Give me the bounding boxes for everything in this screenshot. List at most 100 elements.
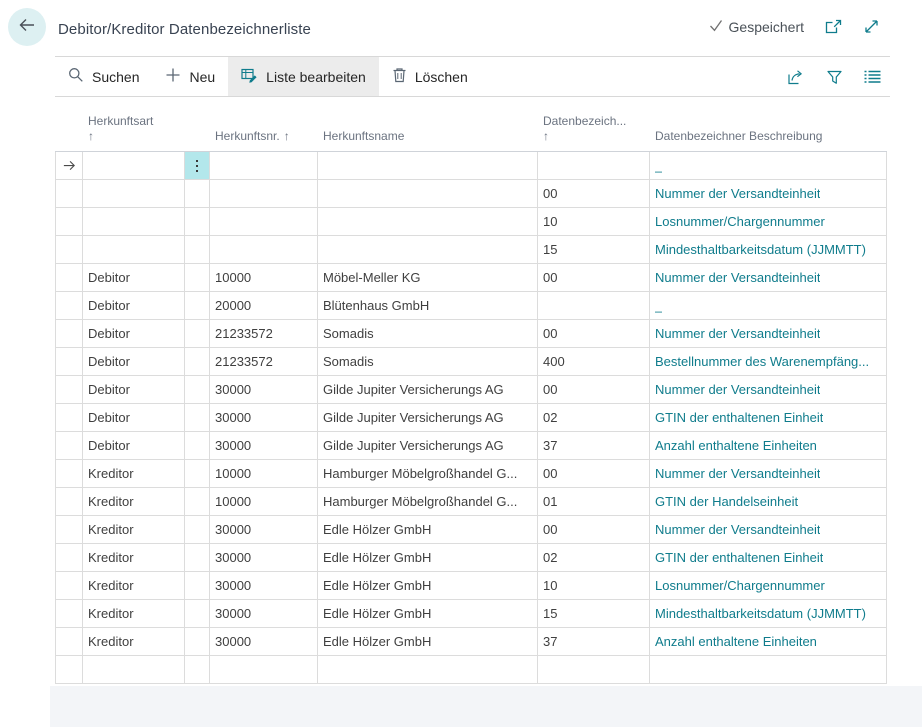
cell-herkunftsname[interactable]: Edle Hölzer GmbH xyxy=(318,628,538,656)
list-options-icon[interactable] xyxy=(864,70,881,84)
row-selector-cell[interactable] xyxy=(55,348,83,376)
cell-herkunftsnr[interactable]: 30000 xyxy=(210,572,318,600)
beschreibung-link[interactable]: Nummer der Versandteinheit xyxy=(655,270,821,285)
cell-herkunftsname[interactable]: Möbel-Meller KG xyxy=(318,264,538,292)
cell-datenbezeichner[interactable]: 10 xyxy=(538,208,650,236)
share-icon[interactable] xyxy=(787,69,805,85)
cell-herkunftsart[interactable]: Kreditor xyxy=(83,488,185,516)
cell-beschreibung[interactable]: Bestellnummer des Warenempfäng... xyxy=(650,348,887,376)
row-selector-cell[interactable] xyxy=(55,152,83,180)
row-selector-cell[interactable] xyxy=(55,208,83,236)
cell-beschreibung[interactable]: Nummer der Versandteinheit xyxy=(650,376,887,404)
cell-datenbezeichner[interactable]: 00 xyxy=(538,320,650,348)
cell-datenbezeichner[interactable]: 00 xyxy=(538,180,650,208)
cell-beschreibung[interactable] xyxy=(650,656,887,684)
cell-herkunftsname[interactable]: Edle Hölzer GmbH xyxy=(318,516,538,544)
row-selector-cell[interactable] xyxy=(55,180,83,208)
cell-datenbezeichner[interactable]: 15 xyxy=(538,236,650,264)
cell-herkunftsart[interactable]: Debitor xyxy=(83,376,185,404)
cell-options[interactable] xyxy=(185,264,210,292)
cell-options[interactable] xyxy=(185,460,210,488)
row-selector-cell[interactable] xyxy=(55,432,83,460)
cell-herkunftsart[interactable]: Kreditor xyxy=(83,544,185,572)
cell-beschreibung[interactable]: _ xyxy=(650,152,887,180)
cell-herkunftsname[interactable] xyxy=(318,152,538,180)
cell-herkunftsname[interactable]: Hamburger Möbelgroßhandel G... xyxy=(318,460,538,488)
cell-datenbezeichner[interactable]: 00 xyxy=(538,516,650,544)
cell-options[interactable] xyxy=(185,572,210,600)
cell-beschreibung[interactable]: Nummer der Versandteinheit xyxy=(650,180,887,208)
column-header-datenbezeichner[interactable]: Datenbezeich... ↑ xyxy=(538,114,650,151)
cell-datenbezeichner[interactable]: 37 xyxy=(538,432,650,460)
cell-options[interactable] xyxy=(185,544,210,572)
cell-beschreibung[interactable]: Mindesthaltbarkeitsdatum (JJMMTT) xyxy=(650,600,887,628)
cell-herkunftsart[interactable] xyxy=(83,656,185,684)
cell-herkunftsnr[interactable]: 10000 xyxy=(210,488,318,516)
cell-herkunftsart[interactable]: Debitor xyxy=(83,292,185,320)
back-button[interactable] xyxy=(8,8,46,46)
cell-herkunftsnr[interactable]: 30000 xyxy=(210,516,318,544)
row-selector-cell[interactable] xyxy=(55,320,83,348)
beschreibung-link[interactable]: Bestellnummer des Warenempfäng... xyxy=(655,354,870,369)
cell-herkunftsart[interactable]: Debitor xyxy=(83,320,185,348)
edit-list-button[interactable]: Liste bearbeiten xyxy=(228,57,379,96)
cell-beschreibung[interactable]: GTIN der enthaltenen Einheit xyxy=(650,544,887,572)
beschreibung-link[interactable]: _ xyxy=(655,158,663,173)
column-header-herkunftsname[interactable]: Herkunftsname xyxy=(318,129,538,151)
row-selector-cell[interactable] xyxy=(55,628,83,656)
beschreibung-link[interactable]: Mindesthaltbarkeitsdatum (JJMMTT) xyxy=(655,242,866,257)
cell-herkunftsnr[interactable] xyxy=(210,180,318,208)
row-selector-cell[interactable] xyxy=(55,600,83,628)
column-header-beschreibung[interactable]: Datenbezeichner Beschreibung xyxy=(650,129,887,151)
cell-herkunftsnr[interactable]: 30000 xyxy=(210,600,318,628)
cell-herkunftsart[interactable]: Kreditor xyxy=(83,460,185,488)
cell-herkunftsnr[interactable]: 21233572 xyxy=(210,348,318,376)
row-selector-cell[interactable] xyxy=(55,516,83,544)
cell-datenbezeichner[interactable]: 00 xyxy=(538,460,650,488)
cell-herkunftsart[interactable] xyxy=(83,152,185,180)
cell-herkunftsnr[interactable]: 30000 xyxy=(210,544,318,572)
beschreibung-link[interactable]: Anzahl enthaltene Einheiten xyxy=(655,438,817,453)
cell-herkunftsnr[interactable]: 10000 xyxy=(210,460,318,488)
cell-beschreibung[interactable]: Anzahl enthaltene Einheiten xyxy=(650,432,887,460)
cell-datenbezeichner[interactable]: 01 xyxy=(538,488,650,516)
cell-herkunftsart[interactable] xyxy=(83,208,185,236)
beschreibung-link[interactable]: Mindesthaltbarkeitsdatum (JJMMTT) xyxy=(655,606,866,621)
cell-herkunftsnr[interactable]: 21233572 xyxy=(210,320,318,348)
cell-beschreibung[interactable]: Anzahl enthaltene Einheiten xyxy=(650,628,887,656)
cell-herkunftsname[interactable]: Gilde Jupiter Versicherungs AG xyxy=(318,404,538,432)
cell-herkunftsart[interactable]: Debitor xyxy=(83,432,185,460)
row-selector-cell[interactable] xyxy=(55,376,83,404)
cell-herkunftsnr[interactable]: 30000 xyxy=(210,628,318,656)
cell-options[interactable] xyxy=(185,180,210,208)
row-selector-cell[interactable] xyxy=(55,292,83,320)
cell-options[interactable] xyxy=(185,488,210,516)
row-selector-cell[interactable] xyxy=(55,236,83,264)
cell-herkunftsname[interactable] xyxy=(318,236,538,264)
cell-datenbezeichner[interactable]: 00 xyxy=(538,264,650,292)
row-selector-cell[interactable] xyxy=(55,572,83,600)
cell-herkunftsart[interactable]: Debitor xyxy=(83,348,185,376)
row-selector-cell[interactable] xyxy=(55,544,83,572)
cell-datenbezeichner[interactable]: 00 xyxy=(538,376,650,404)
cell-options[interactable] xyxy=(185,600,210,628)
cell-beschreibung[interactable]: GTIN der Handelseinheit xyxy=(650,488,887,516)
cell-herkunftsart[interactable]: Kreditor xyxy=(83,516,185,544)
open-in-new-window-icon[interactable] xyxy=(824,18,843,35)
cell-herkunftsname[interactable] xyxy=(318,180,538,208)
cell-herkunftsnr[interactable] xyxy=(210,208,318,236)
cell-herkunftsname[interactable]: Blütenhaus GmbH xyxy=(318,292,538,320)
cell-herkunftsart[interactable]: Debitor xyxy=(83,264,185,292)
cell-datenbezeichner[interactable]: 37 xyxy=(538,628,650,656)
cell-beschreibung[interactable]: Nummer der Versandteinheit xyxy=(650,460,887,488)
row-selector-cell[interactable] xyxy=(55,656,83,684)
cell-datenbezeichner[interactable] xyxy=(538,292,650,320)
cell-datenbezeichner[interactable] xyxy=(538,152,650,180)
cell-herkunftsname[interactable]: Edle Hölzer GmbH xyxy=(318,600,538,628)
cell-herkunftsnr[interactable]: 30000 xyxy=(210,404,318,432)
row-selector-cell[interactable] xyxy=(55,488,83,516)
cell-options[interactable] xyxy=(185,432,210,460)
cell-beschreibung[interactable]: _ xyxy=(650,292,887,320)
cell-herkunftsname[interactable] xyxy=(318,656,538,684)
cell-datenbezeichner[interactable]: 02 xyxy=(538,544,650,572)
